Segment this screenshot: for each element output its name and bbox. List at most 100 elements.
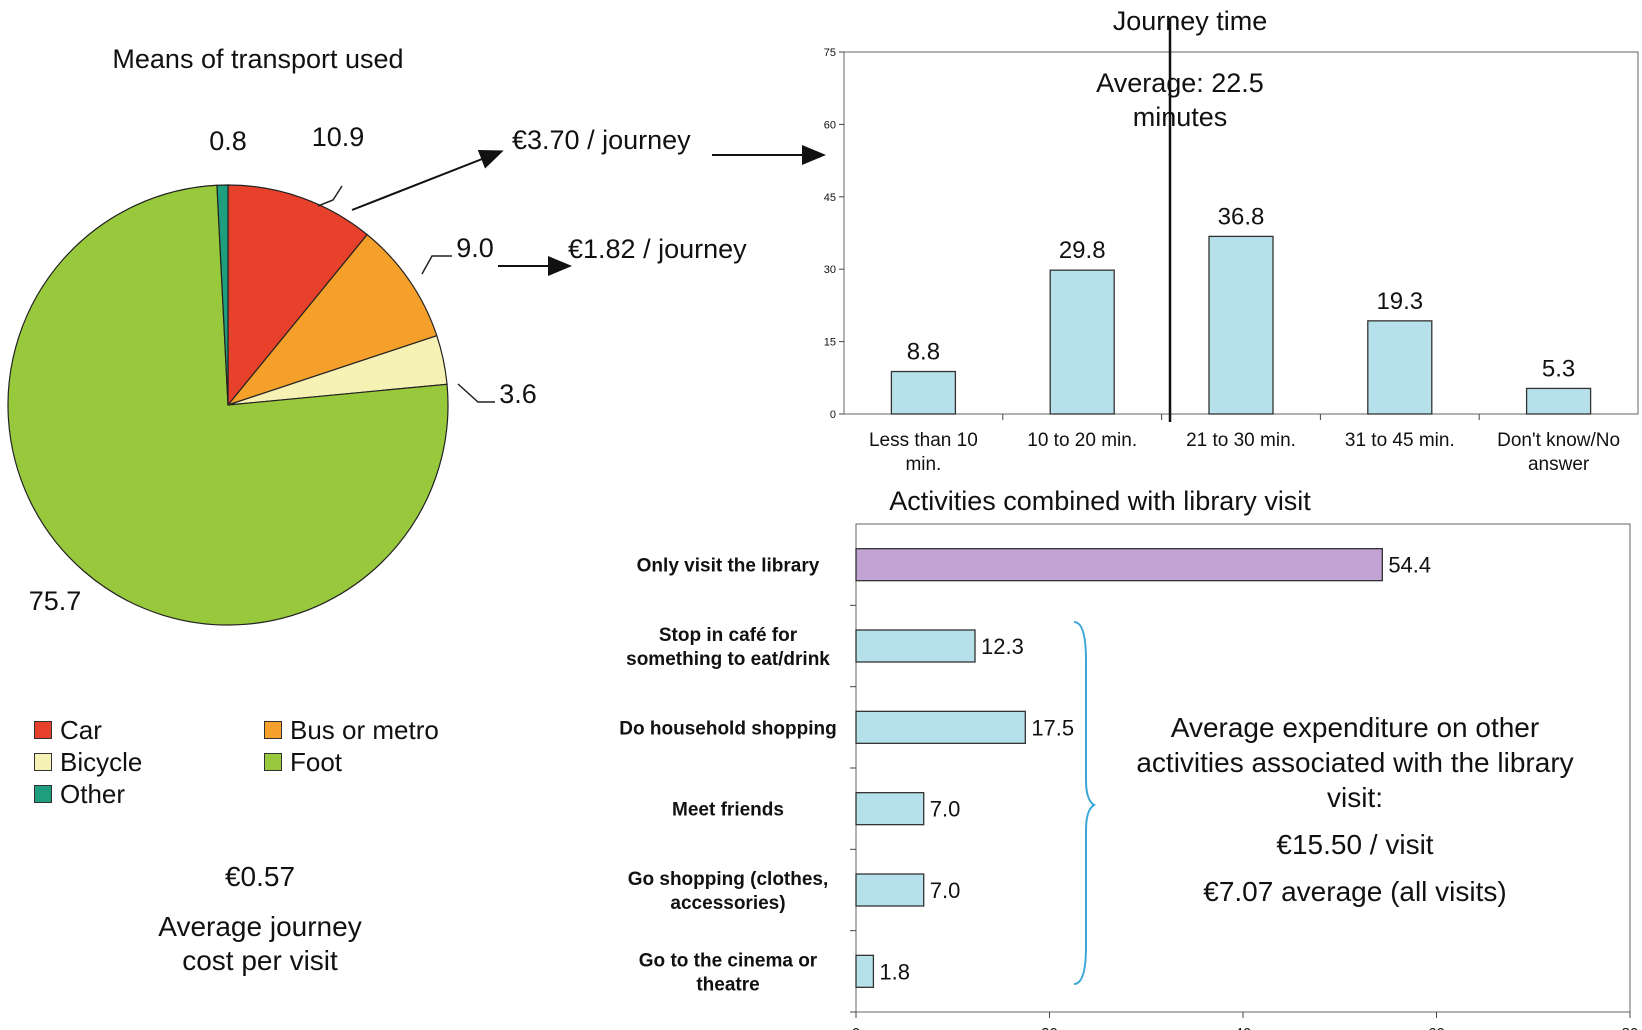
activities-chart: 0 20 40 60 80 54.4 Only visit the library 12.3 S…: [619, 523, 1639, 1030]
pie-slice-car: [227, 184, 369, 407]
legend-label-foot: Foot: [290, 747, 343, 777]
legend-item-foot: Foot: [264, 748, 494, 776]
journey-category-label-4: 31 to 45 min.: [1345, 430, 1455, 451]
journey-bar-4: [1367, 320, 1433, 415]
activity-category-label-5: accessories): [670, 893, 785, 914]
activity-category-label-6: Go to the cinema or: [639, 950, 818, 971]
journey-time-chart: 0 15 30 45 60 75 8.8 Less than 10 min. 29.8 10 to …: [824, 18, 1639, 475]
journey-ytick-label: 45: [824, 192, 836, 204]
activities-xtick-label: 80: [1622, 1025, 1639, 1030]
activity-bar-value-3: 17.5: [1031, 715, 1074, 740]
activities-chart-title: Activities combined with library visit: [889, 486, 1311, 516]
journey-bar-value-1: 8.8: [907, 339, 940, 366]
journey-chart-title: Journey time: [1113, 6, 1268, 36]
journey-bar-value-4: 19.3: [1376, 288, 1423, 315]
expenditure-annotation: Average expenditure on other activities …: [1120, 710, 1590, 909]
average-journey-cost: €0.57 Average journey cost per visit: [100, 860, 420, 978]
pie-slice-foot: [7, 184, 449, 626]
legend-item-bicycle: Bicycle: [34, 748, 264, 776]
expenditure-average: €7.07 average (all visits): [1203, 876, 1507, 907]
journey-category-label-5: answer: [1528, 454, 1590, 475]
activity-bar-5: [855, 873, 925, 907]
car-cost-arrow: [351, 149, 504, 211]
activity-bar-4: [855, 792, 925, 826]
pie-slices: [7, 184, 449, 626]
legend-label-bicycle: Bicycle: [60, 747, 143, 777]
legend-swatch-foot: [264, 753, 282, 771]
journey-bar-value-5: 5.3: [1542, 355, 1575, 382]
journey-bar-value-2: 29.8: [1059, 237, 1106, 264]
activity-bar-value-1: 54.4: [1388, 553, 1431, 578]
pie-slice-bus-or-metro: [226, 233, 438, 407]
bus-cost-label: €1.82 / journey: [568, 234, 747, 264]
average-journey-cost-value: €0.57: [224, 861, 296, 892]
activity-bar-3: [855, 710, 1026, 744]
expenditure-per-visit: €15.50 / visit: [1276, 829, 1434, 860]
activities-xtick-label: 20: [1041, 1025, 1058, 1030]
activity-bar-2: [855, 629, 976, 663]
journey-category-label-1: Less than 10: [869, 430, 978, 451]
activity-category-label-6: theatre: [696, 974, 759, 995]
pie-annotations: €3.70 / journey €1.82 / journey: [351, 125, 826, 276]
journey-bar-3: [1208, 235, 1274, 415]
expenditure-line-1: Average expenditure on other: [1170, 712, 1540, 743]
journey-ytick-label: 15: [824, 337, 836, 349]
legend-swatch-car: [34, 721, 52, 739]
journey-bar-5: [1525, 387, 1592, 415]
journey-ytick-label: 60: [824, 119, 836, 131]
pie-labels: 10.9 9.0 3.6 75.7 0.8: [29, 122, 537, 616]
pie-leader-bicycle: [457, 383, 495, 403]
activity-bar-value-5: 7.0: [930, 878, 961, 903]
journey-category-label-3: 21 to 30 min.: [1186, 430, 1296, 451]
car-cost-label: €3.70 / journey: [512, 125, 691, 155]
activity-category-label-3: Do household shopping: [619, 718, 836, 739]
average-journey-cost-caption-2: cost per visit: [182, 945, 338, 976]
journey-category-label-5: Don't know/No: [1497, 430, 1620, 451]
activity-category-label-1: Only visit the library: [637, 556, 820, 577]
pie-leader-bus-or-metro: [421, 255, 452, 275]
journey-ytick-label: 0: [830, 409, 836, 421]
activity-bar-6: [855, 954, 875, 988]
activity-category-label-2: something to eat/drink: [626, 649, 830, 670]
journey-bar-value-3: 36.8: [1218, 203, 1265, 230]
activity-category-label-5: Go shopping (clothes,: [628, 869, 829, 890]
legend-item-other: Other: [34, 780, 264, 808]
pie-slice-other: [216, 184, 229, 406]
expenditure-line-2: activities associated with the library: [1136, 747, 1574, 778]
pie-label-bus-or-metro: 9.0: [456, 233, 494, 263]
journey-bar-1: [890, 370, 957, 415]
activities-brace: [1073, 621, 1096, 985]
legend-swatch-bus-or-metro: [264, 721, 282, 739]
pie-label-car: 10.9: [312, 122, 365, 152]
average-journey-cost-caption-1: Average journey: [158, 911, 362, 942]
legend-item-bus-or-metro: Bus or metro: [264, 716, 494, 744]
legend-swatch-other: [34, 785, 52, 803]
journey-category-label-1: min.: [905, 454, 941, 475]
journey-bar-2: [1049, 269, 1115, 415]
average-label-line2: minutes: [1133, 102, 1228, 132]
journey-category-label-2: 10 to 20 min.: [1027, 430, 1137, 451]
pie-label-bicycle: 3.6: [499, 379, 537, 409]
expenditure-line-3: visit:: [1327, 782, 1383, 813]
activity-bar-value-2: 12.3: [981, 634, 1024, 659]
journey-ytick-label: 75: [824, 47, 836, 59]
legend-label-other: Other: [60, 779, 126, 809]
pie-label-foot: 75.7: [29, 586, 82, 616]
pie-title: Means of transport used: [112, 44, 403, 74]
pie-label-other: 0.8: [209, 126, 247, 156]
legend-label-car: Car: [60, 715, 102, 745]
activities-xtick-label: 60: [1428, 1025, 1445, 1030]
pie-leader-car: [317, 185, 343, 207]
activity-bar-1: [855, 548, 1383, 582]
activities-xtick-label: 40: [1235, 1025, 1252, 1030]
average-label-line1: Average: 22.5: [1096, 68, 1264, 98]
activity-category-label-2: Stop in café for: [659, 625, 798, 646]
journey-ytick-label: 30: [824, 264, 836, 276]
activities-xtick-label: 0: [852, 1025, 860, 1030]
activity-category-label-4: Meet friends: [672, 800, 784, 821]
legend-swatch-bicycle: [34, 753, 52, 771]
activity-bar-value-6: 1.8: [879, 959, 910, 984]
legend-item-car: Car: [34, 716, 264, 744]
activity-bar-value-4: 7.0: [930, 797, 961, 822]
